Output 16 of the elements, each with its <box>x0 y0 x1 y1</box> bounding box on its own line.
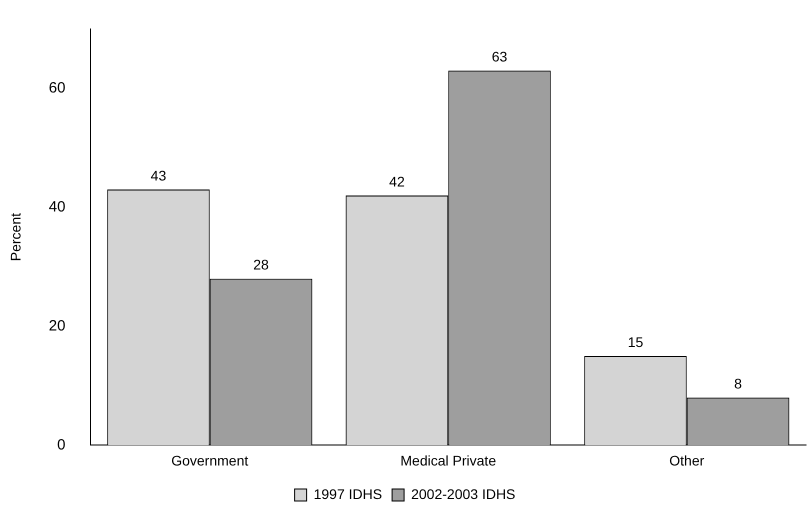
data-label: 63 <box>492 48 508 64</box>
legend-label: 1997 IDHS <box>314 486 382 502</box>
data-label: 43 <box>150 167 166 184</box>
y-tick-label: 40 <box>48 198 66 216</box>
y-tick-label: 0 <box>57 436 66 454</box>
x-tick-label: Government <box>171 452 248 468</box>
x-tick-label: Other <box>669 452 705 468</box>
legend-label: 2002-2003 IDHS <box>411 486 516 502</box>
data-label: 28 <box>253 256 270 273</box>
y-axis-title: Percent <box>7 212 24 262</box>
data-label: 8 <box>734 375 742 392</box>
y-tick-label: 20 <box>48 317 66 334</box>
data-label: 15 <box>628 334 644 350</box>
y-tick-label: 60 <box>48 80 66 97</box>
x-tick-label: Medical Private <box>400 452 496 468</box>
data-label: 42 <box>389 173 405 190</box>
